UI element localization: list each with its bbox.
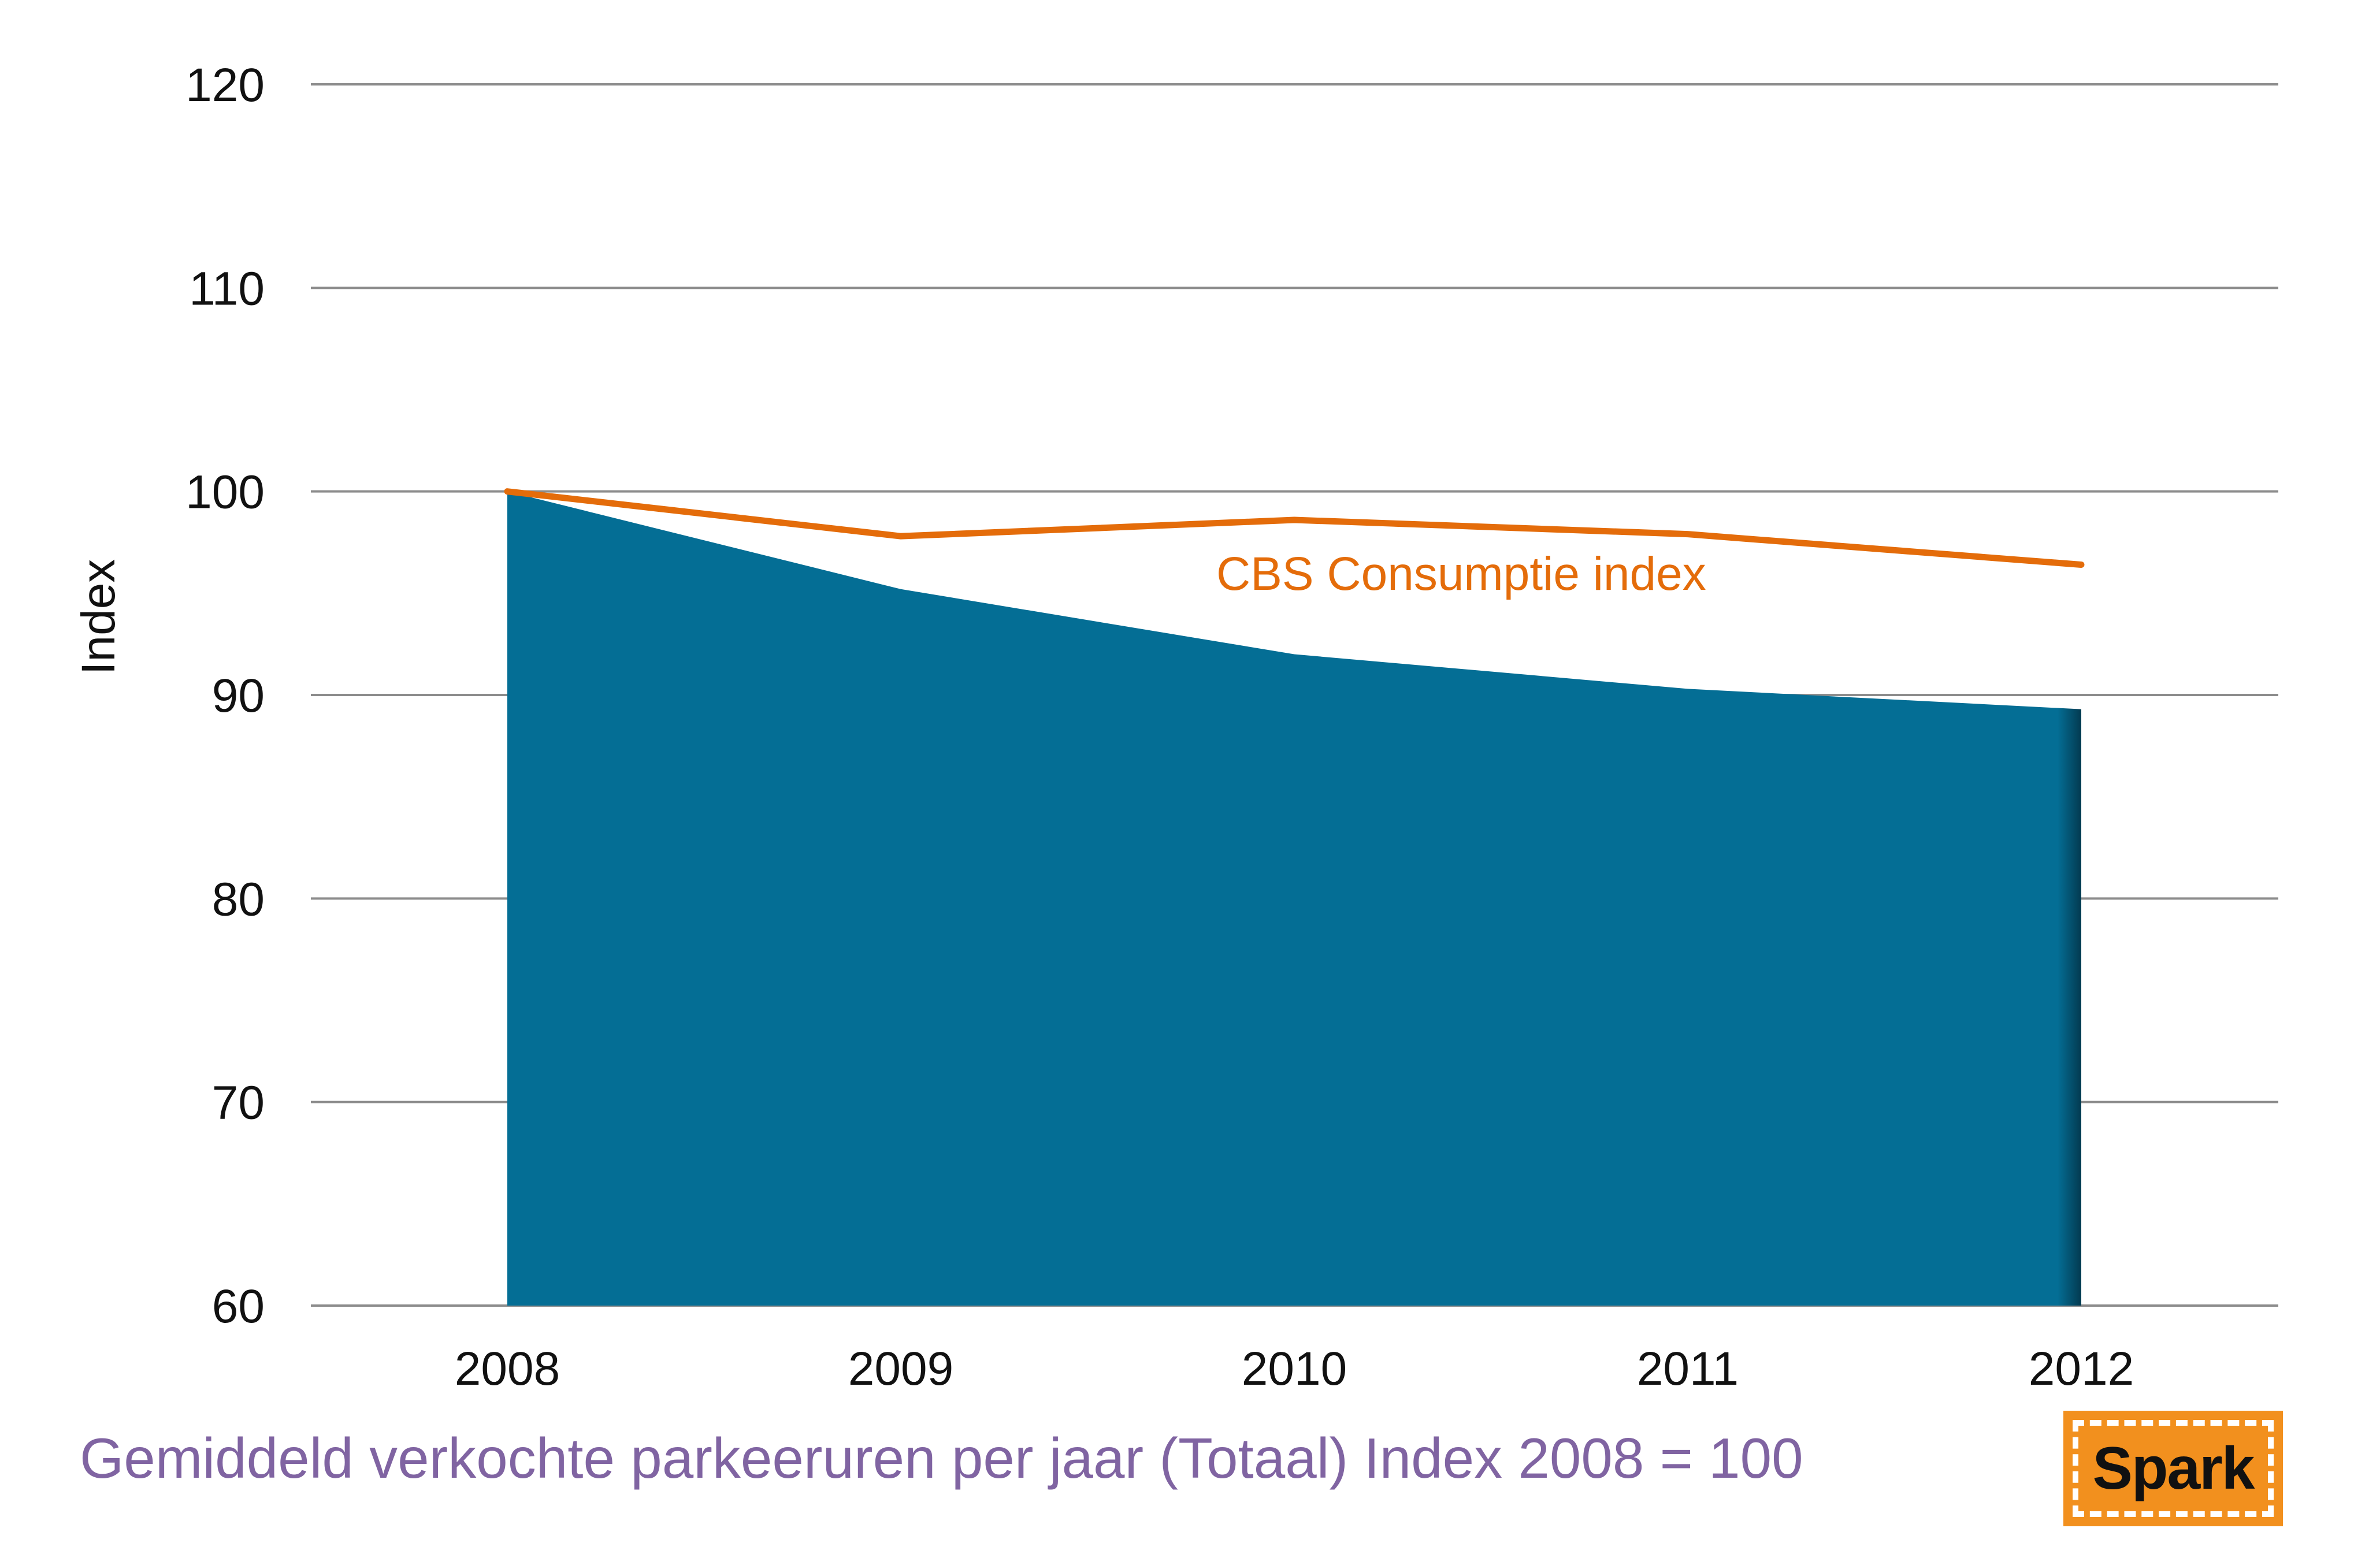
y-axis-ticks: 60 70 80 90 100 110 120 — [185, 59, 265, 1333]
logo-text: Spark — [2092, 1434, 2255, 1502]
area-point-2010 — [1294, 654, 1295, 655]
spark-logo: Spark — [2063, 1411, 2283, 1526]
x-tick-label: 2011 — [1637, 1343, 1739, 1395]
y-tick-label: 70 — [212, 1077, 265, 1129]
x-tick-label: 2008 — [455, 1343, 560, 1395]
area-fill — [507, 491, 2081, 1306]
y-tick-label: 60 — [212, 1280, 265, 1333]
x-axis-ticks: 2008 2009 2010 2011 2012 — [455, 1343, 2134, 1395]
line-point-2012 — [2078, 562, 2084, 568]
line-point-2011 — [1685, 531, 1691, 537]
y-tick-label: 80 — [212, 873, 265, 925]
y-tick-label: 90 — [212, 670, 265, 722]
logo-border: Spark — [2073, 1420, 2274, 1517]
area-point-2011 — [1687, 688, 1688, 689]
line-point-2010 — [1291, 516, 1297, 523]
x-tick-label: 2009 — [848, 1343, 953, 1395]
y-axis-title: Index — [72, 559, 125, 675]
y-tick-label: 100 — [185, 466, 265, 519]
y-tick-label: 110 — [189, 262, 265, 315]
y-tick-label: 120 — [185, 59, 265, 111]
line-point-2008 — [504, 488, 510, 495]
area-point-2009 — [900, 589, 901, 590]
line-point-2009 — [898, 533, 904, 540]
series-label-cbs: CBS Consumptie index — [1216, 548, 1706, 600]
chart-caption: Gemiddeld verkochte parkeeruren per jaar… — [80, 1426, 1803, 1490]
x-tick-label: 2012 — [2029, 1343, 2134, 1395]
area-point-2012 — [2081, 709, 2082, 710]
area-series — [507, 491, 2082, 1306]
x-tick-label: 2010 — [1242, 1343, 1347, 1395]
line-series — [504, 488, 2085, 568]
